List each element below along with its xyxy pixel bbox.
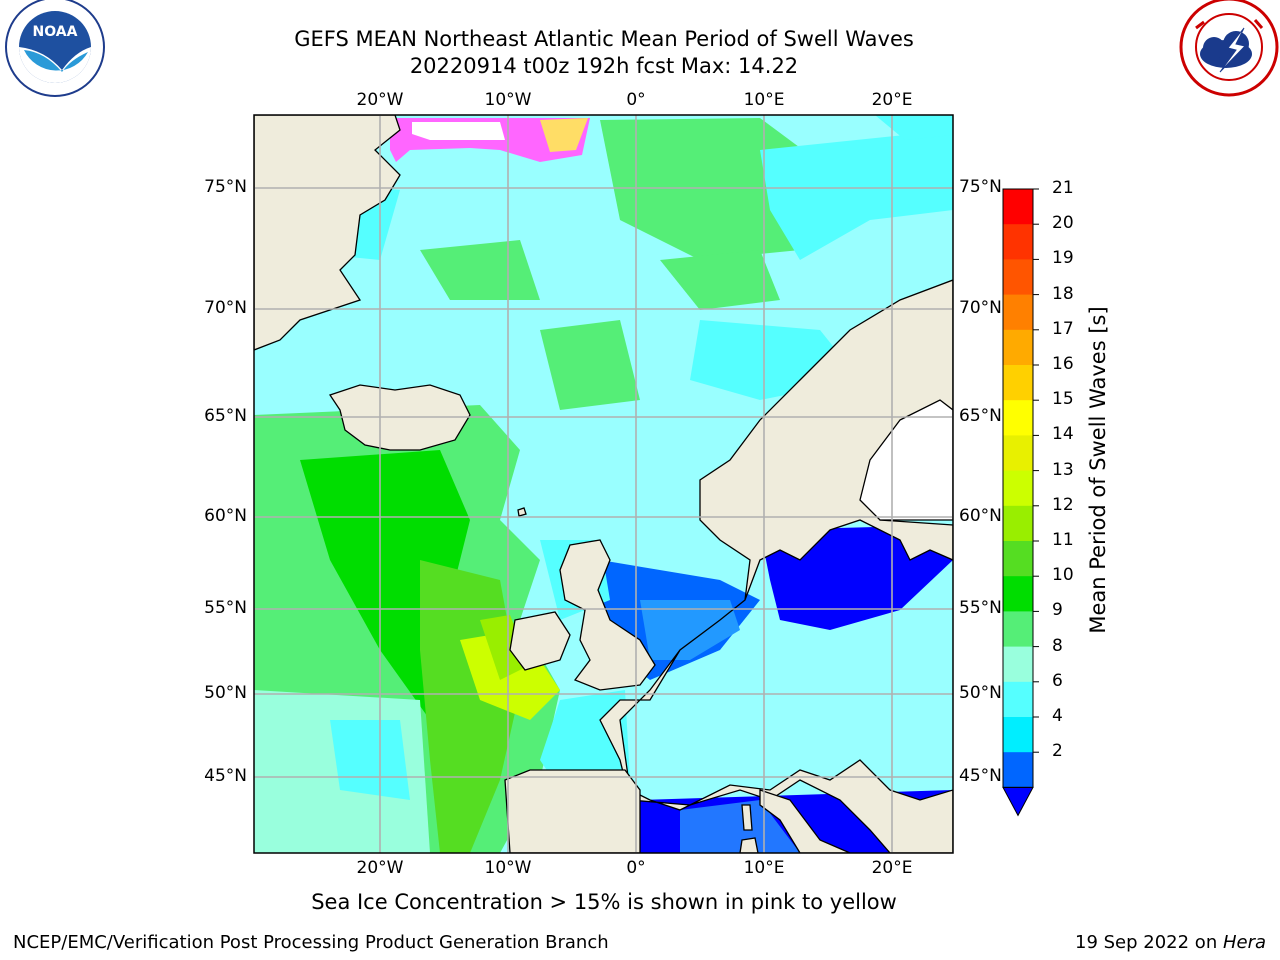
colorbar-segment — [1003, 611, 1033, 648]
lon-tick-top: 20°W — [356, 90, 404, 110]
lat-tick-left: 75°N — [204, 177, 247, 197]
greenland — [254, 115, 401, 351]
lon-tick-top: 10°E — [743, 90, 785, 110]
lon-tick-top: 20°E — [871, 90, 913, 110]
lat-tick-left: 65°N — [204, 406, 247, 426]
colorbar-tick-label: 8 — [1052, 635, 1063, 656]
lat-tick-left: 70°N — [204, 298, 247, 318]
lon-tick-bottom: 20°W — [356, 858, 404, 878]
lon-tick-bottom: 0° — [626, 858, 646, 878]
colorbar-tick-label: 13 — [1052, 459, 1074, 480]
colorbar-segment — [1003, 400, 1033, 436]
svg-text:NOAA: NOAA — [33, 24, 78, 40]
lat-tick-right: 75°N — [959, 177, 1002, 197]
colorbar-segment — [1003, 189, 1033, 225]
colorbar-tick-label: 14 — [1052, 424, 1074, 445]
colorbar-frame — [1002, 188, 1034, 788]
lat-tick-right: 65°N — [959, 406, 1002, 426]
footer-date-text: 19 Sep 2022 on — [1075, 932, 1223, 953]
great-britain — [559, 539, 656, 691]
lat-tick-left: 55°N — [204, 598, 247, 618]
ireland — [509, 611, 571, 671]
footer-date: 19 Sep 2022 on Hera — [1075, 932, 1266, 953]
colorbar-tick-label: 11 — [1052, 530, 1074, 550]
colorbar-segment — [1003, 435, 1033, 472]
colorbar-segment — [1003, 541, 1033, 577]
iberia — [504, 769, 641, 853]
colorbar-tick-label: 21 — [1052, 178, 1074, 198]
noaa-logo: NOAA — [5, 0, 105, 97]
colorbar-segment — [1003, 576, 1033, 612]
lat-tick-left: 50°N — [204, 683, 247, 703]
map-area — [254, 115, 953, 853]
lon-tick-top: 0° — [626, 90, 646, 110]
lat-tick-right: 70°N — [959, 298, 1002, 318]
lat-tick-right: 45°N — [959, 766, 1002, 786]
lat-tick-right: 55°N — [959, 598, 1002, 618]
lon-tick-bottom: 10°W — [484, 858, 532, 878]
colorbar-segment — [1003, 505, 1033, 542]
colorbar-tick-label: 4 — [1052, 706, 1063, 726]
colorbar-tick-label: 16 — [1052, 354, 1074, 374]
lat-tick-left: 45°N — [204, 766, 247, 786]
colorbar-segment — [1003, 294, 1033, 331]
colorbar-segment — [1003, 646, 1033, 683]
footer-host: Hera — [1222, 932, 1266, 953]
map-frame — [253, 114, 954, 854]
map-title-line1: GEFS MEAN Northeast Atlantic Mean Period… — [294, 27, 914, 51]
colorbar — [1002, 188, 1039, 817]
scandinavia-europe — [599, 279, 953, 853]
land-masses — [254, 115, 953, 853]
colorbar-tick-label: 15 — [1052, 389, 1074, 410]
lon-tick-bottom: 10°E — [743, 858, 785, 878]
footer-credit: NCEP/EMC/Verification Post Processing Pr… — [13, 932, 609, 953]
colorbar-tick-label: 18 — [1052, 283, 1074, 304]
colorbar-segment — [1003, 329, 1033, 366]
map-title-line2: 20220914 t00z 192h fcst Max: 14.22 — [409, 54, 799, 78]
colorbar-tick-label: 12 — [1052, 494, 1074, 515]
colorbar-tick-label: 20 — [1052, 213, 1074, 234]
lat-tick-left: 60°N — [204, 506, 247, 526]
colorbar-tick-label: 19 — [1052, 248, 1074, 269]
graticule — [254, 115, 953, 853]
lon-tick-bottom: 20°E — [871, 858, 913, 878]
colorbar-extend-arrow — [1002, 786, 1034, 817]
sea-ice-caption: Sea Ice Concentration > 15% is shown in … — [311, 890, 897, 914]
colorbar-tick-label: 2 — [1052, 741, 1063, 762]
colorbar-segment — [1003, 470, 1033, 507]
colorbar-label: Mean Period of Swell Waves [s] — [1086, 306, 1110, 634]
colorbar-tick-label: 9 — [1052, 600, 1063, 621]
colorbar-segment — [1003, 681, 1033, 718]
colorbar-tick-label: 17 — [1052, 318, 1074, 339]
colorbar-segment — [1003, 224, 1033, 260]
colorbar-segment — [1003, 259, 1033, 296]
nws-logo — [1179, 0, 1279, 97]
colorbar-segment — [1003, 717, 1033, 753]
colorbar-segment — [1003, 752, 1033, 788]
lat-tick-right: 60°N — [959, 506, 1002, 526]
lon-tick-top: 10°W — [484, 90, 532, 110]
colorbar-tick-label: 10 — [1052, 565, 1074, 586]
lat-tick-right: 50°N — [959, 683, 1002, 703]
colorbar-segment — [1003, 365, 1033, 401]
colorbar-tick-label: 6 — [1052, 670, 1063, 691]
